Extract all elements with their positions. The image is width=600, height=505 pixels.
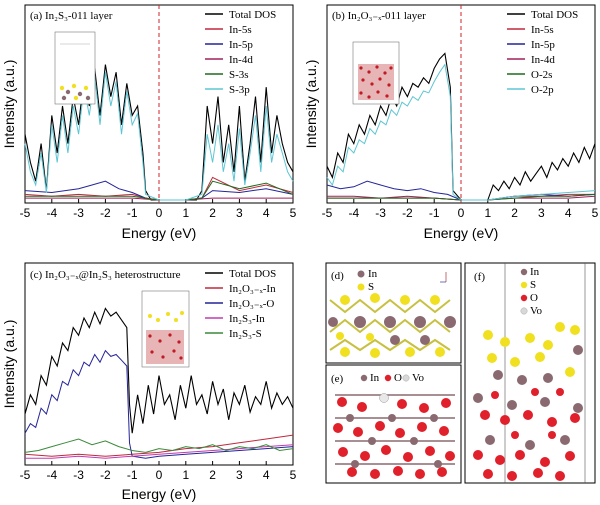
- plot-a-xtick-label: -2: [100, 206, 111, 220]
- plot-a-title: (a) In₂S₃-011 layer: [30, 10, 113, 22]
- plot-a-xtick-label: -5: [20, 206, 31, 220]
- plot-a-xtick-label: 0: [156, 206, 163, 220]
- plot-c-legend: Total DOS In₂O₃₋ₓ-In In₂O₃₋ₓ-O In₂S₃-In In₂S…: [205, 268, 276, 340]
- panel-d-tag: (d): [331, 270, 344, 282]
- panel-d-in-swatch: [358, 271, 365, 278]
- plot-c-xtick-label: 1: [182, 468, 189, 482]
- panel-e-legend-vo: Vo: [412, 372, 425, 384]
- panel-e-legend-in: In: [370, 372, 380, 384]
- plot-c-xtick-label: -1: [127, 468, 138, 482]
- plot-c-xtick-label: -4: [46, 468, 57, 482]
- plot-b-xtick-label: 3: [538, 206, 545, 220]
- plot-b-xtick-label: 5: [592, 206, 599, 220]
- panel-f-legend-vo: Vo: [530, 305, 543, 317]
- plot-b-legend-label: O-2p: [531, 84, 554, 96]
- plot-c-xtick-label: 3: [236, 468, 243, 482]
- plot-c-xlabel: Energy (eV): [122, 486, 197, 502]
- figure: (a) In₂S₃-011 layer -5 -4 -3 -2 -1 0 1 2 3 4 5 Tot…: [0, 0, 600, 505]
- plot-c-xtick-label: 4: [263, 468, 270, 482]
- plot-b-ticks: -5 -4 -3 -2 -1 0 1 2 3 4 5: [322, 5, 599, 220]
- plot-b-legend: Total DOS In-5s In-5p In-4d O-2s O-2p: [507, 9, 578, 96]
- plot-c-ticks: -5 -4 -3 -2 -1 0 1 2 3 4 5: [20, 461, 297, 482]
- plot-a-xtick-label: 2: [209, 206, 216, 220]
- plot-a-structure-inset: [55, 32, 95, 104]
- plot-b-legend-label: In-5p: [531, 39, 555, 51]
- plot-c-legend-label: Total DOS: [229, 268, 276, 280]
- plot-a-legend-label: In-4d: [229, 54, 253, 66]
- structure-panel-e: (e) In O Vo: [326, 365, 461, 483]
- plot-b-ylabel: Intensity (a.u.): [303, 60, 319, 149]
- plot-b-structure-inset: [353, 42, 399, 104]
- plot-a-ylabel: Intensity (a.u.): [1, 60, 17, 149]
- plot-c-series-1: [25, 435, 293, 456]
- plot-c-ylabel: Intensity (a.u.): [1, 320, 17, 409]
- plot-c-legend-label: In₂O₃₋ₓ-O: [229, 298, 274, 310]
- panel-d-legend-s: S: [368, 281, 374, 293]
- plot-a-legend-label: S-3s: [229, 69, 249, 81]
- plot-b-xtick-label: -4: [348, 206, 359, 220]
- panel-d-s-swatch: [358, 284, 365, 291]
- plot-a-xtick-label: -3: [73, 206, 84, 220]
- plot-a-xtick-label: 3: [236, 206, 243, 220]
- plot-b-xtick-label: -1: [429, 206, 440, 220]
- plot-a-xtick-label: -1: [127, 206, 138, 220]
- plot-a-xtick-label: 5: [290, 206, 297, 220]
- plot-b-title: (b) In₂O₃₋ₓ-011 layer: [332, 10, 426, 22]
- panel-e-legend-o: O: [394, 372, 402, 384]
- plot-c-xtick-label: -3: [73, 468, 84, 482]
- plot-c-xtick-label: 0: [156, 468, 163, 482]
- plot-b-xtick-label: 0: [458, 206, 465, 220]
- plot-b-xtick-label: -2: [402, 206, 413, 220]
- structure-panel-d: (d) In S: [326, 263, 461, 363]
- dos-plot-b: (b) In₂O₃₋ₓ-011 layer -5 -4 -3 -2 -1 0 1 2 3 4 5 T…: [303, 5, 599, 241]
- plot-b-legend-label: In-4d: [531, 54, 555, 66]
- plot-b-xtick-label: 1: [484, 206, 491, 220]
- dos-plot-c: (c) In₂O₃₋ₓ@In₂S₃ heterostructure -5 -4 -3…: [1, 263, 297, 502]
- plot-a-xtick-label: -4: [46, 206, 57, 220]
- panel-f-legend-o: O: [530, 292, 538, 304]
- plot-c-legend-label: In₂S₃-In: [229, 313, 265, 325]
- plot-c-xtick-label: -2: [100, 468, 111, 482]
- plot-a-legend-label: S-3p: [229, 84, 250, 96]
- plot-c-xtick-label: -5: [20, 468, 31, 482]
- plot-a-xlabel: Energy (eV): [122, 225, 197, 241]
- plot-c-legend-label: In₂O₃₋ₓ-In: [229, 283, 276, 295]
- panel-d-legend-in: In: [368, 268, 378, 280]
- plot-b-legend-label: Total DOS: [531, 9, 578, 21]
- plot-b-xtick-label: 2: [511, 206, 518, 220]
- plot-b-legend-label: O-2s: [531, 69, 552, 81]
- plot-b-xtick-label: -5: [322, 206, 333, 220]
- plot-a-legend-label: In-5s: [229, 24, 252, 36]
- plot-a-legend: Total DOS In-5s In-5p In-4d S-3s S-3p: [205, 9, 276, 96]
- plot-c-title: (c) In₂O₃₋ₓ@In₂S₃ heterostructure: [30, 269, 181, 281]
- plot-b-xlabel: Energy (eV): [424, 225, 499, 241]
- panel-f-tag: (f): [474, 271, 485, 283]
- plot-a-xtick-label: 1: [182, 206, 189, 220]
- panel-e-tag: (e): [331, 373, 344, 385]
- plot-c-xtick-label: 2: [209, 468, 216, 482]
- plot-a-xtick-label: 4: [263, 206, 270, 220]
- dos-plot-a: (a) In₂S₃-011 layer -5 -4 -3 -2 -1 0 1 2 3 4 5 Tot…: [1, 5, 297, 241]
- plot-a-legend-label: In-5p: [229, 39, 253, 51]
- plot-c-structure-inset: [142, 291, 189, 367]
- plot-b-legend-label: In-5s: [531, 24, 554, 36]
- panel-f-legend-s: S: [530, 279, 536, 291]
- plot-b-xtick-label: 4: [565, 206, 572, 220]
- plot-c-legend-label: In₂S₃-S: [229, 328, 262, 340]
- structure-panel-f: (f) In S O Vo: [465, 263, 595, 483]
- panel-f-legend-in: In: [530, 266, 540, 278]
- plot-a-legend-label: Total DOS: [229, 9, 276, 21]
- plot-b-xtick-label: -3: [375, 206, 386, 220]
- plot-c-xtick-label: 5: [290, 468, 297, 482]
